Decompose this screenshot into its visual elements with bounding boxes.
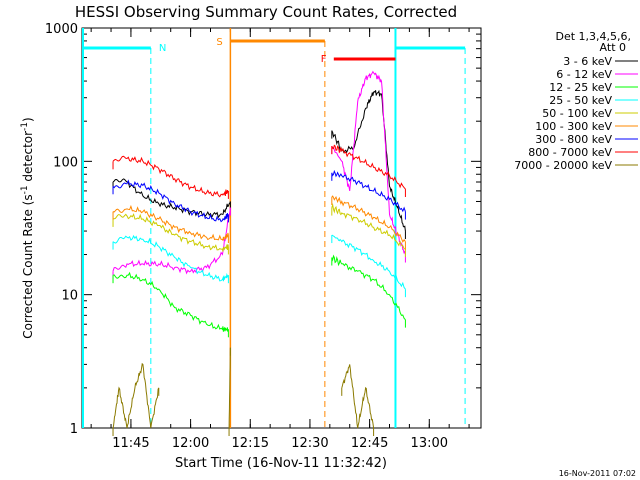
y-axis-title: Corrected Count Rate (s-1 detector-1): [20, 117, 35, 338]
series-line: [331, 70, 406, 255]
series-line: [331, 195, 406, 243]
x-tick-label: 13:00: [411, 436, 448, 451]
series-line: [331, 144, 406, 190]
chart-title: HESSI Observing Summary Count Rates, Cor…: [75, 3, 457, 21]
series-6-12-kev: [112, 70, 406, 280]
series-lines: [112, 70, 406, 436]
y-axis: 1 10 100 1000: [45, 22, 481, 437]
series-300-800-kev: [112, 169, 406, 223]
series-line: [331, 234, 406, 290]
legend-label: 300 - 800 keV: [535, 133, 612, 146]
y-tick-label: 100: [53, 155, 78, 170]
x-tick-label: 11:45: [112, 436, 149, 451]
legend-label: 7000 - 20000 keV: [514, 159, 612, 172]
x-axis: 11:45 12:00 12:15 12:30 12:45 13:00: [90, 28, 470, 451]
series-line: [331, 89, 406, 232]
series-line: [331, 254, 406, 320]
legend-label: 25 - 50 keV: [549, 94, 612, 107]
series-line: [228, 347, 231, 429]
flare-flag-label: F: [321, 54, 327, 65]
legend-label: 12 - 25 keV: [549, 81, 612, 94]
x-tick-label: 12:30: [291, 436, 328, 451]
series-line: [112, 155, 229, 198]
series-line: [112, 179, 229, 223]
series-line: [112, 271, 229, 332]
series-line: [331, 203, 406, 250]
legend-header-line: Att 0: [600, 41, 626, 54]
series-800-7000-kev: [112, 144, 406, 199]
y-tick-label: 1: [70, 422, 78, 437]
footer-timestamp: 16-Nov-2011 07:02: [559, 469, 636, 478]
x-tick-label: 12:45: [351, 436, 388, 451]
night-flag-label: N: [159, 43, 166, 54]
series-3-6-kev: [112, 89, 406, 240]
x-axis-title: Start Time (16-Nov-11 11:32:42): [175, 456, 387, 471]
series-50-100-kev: [112, 203, 406, 258]
x-tick-label: 12:00: [172, 436, 209, 451]
legend-header-line: Det 1,3,4,5,6,: [555, 30, 631, 43]
series-line: [112, 207, 231, 275]
legend-label: 50 - 100 keV: [542, 107, 612, 120]
legend-label: 800 - 7000 keV: [528, 146, 612, 159]
legend-label: 3 - 6 keV: [563, 55, 612, 68]
y-tick-label: 1000: [45, 22, 78, 37]
observing-flags: N S F: [82, 28, 466, 428]
series-line: [112, 213, 229, 252]
legend-label: 100 - 300 keV: [535, 120, 612, 133]
legend-label: 6 - 12 keV: [556, 68, 612, 81]
series-line: [341, 364, 375, 429]
series-7000-20000-kev: [112, 347, 375, 436]
series-line: [112, 178, 231, 219]
series-25-50-kev: [112, 234, 406, 298]
series-line: [112, 234, 229, 282]
series-line: [112, 362, 160, 429]
x-tick-label: 12:15: [232, 436, 269, 451]
saa-flag-label: S: [216, 37, 222, 48]
series-100-300-kev: [112, 195, 406, 250]
series-12-25-kev: [112, 254, 406, 338]
series-line: [331, 169, 406, 213]
series-line: [112, 204, 229, 241]
y-tick-label: 10: [61, 289, 78, 304]
